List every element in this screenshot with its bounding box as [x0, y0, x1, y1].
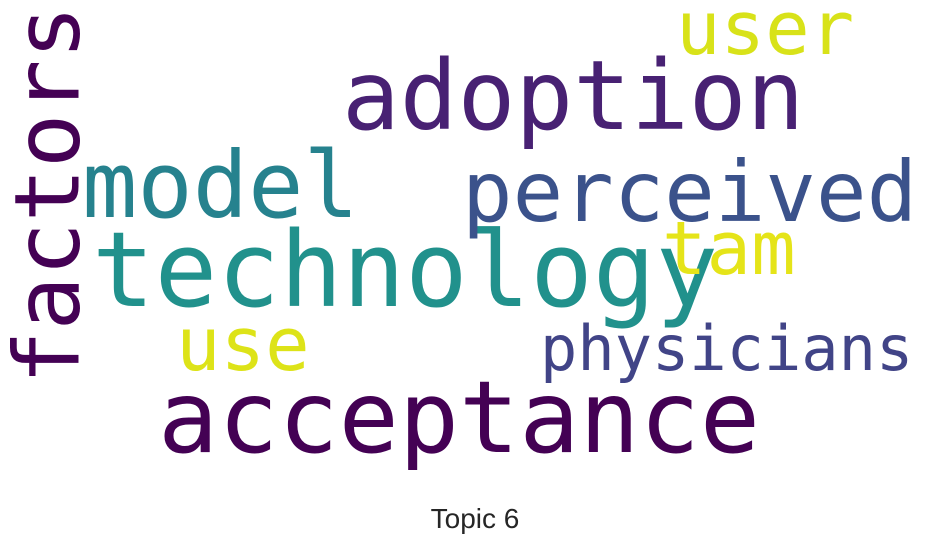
word-tam: tam: [662, 206, 796, 292]
word-cloud: technology acceptance adoption model factors…: [0, 0, 918, 470]
word-use: use: [176, 302, 310, 388]
word-technology: technology: [92, 209, 719, 331]
word-user: user: [676, 0, 855, 72]
word-acceptance: acceptance: [158, 359, 761, 470]
word-physicians: physicians: [540, 312, 914, 385]
word-adoption: adoption: [342, 40, 805, 152]
word-model: model: [82, 132, 359, 239]
word-perceived: perceived: [462, 143, 918, 241]
chart-title: Topic 6: [430, 503, 520, 534]
word-factors: factors: [0, 5, 101, 385]
